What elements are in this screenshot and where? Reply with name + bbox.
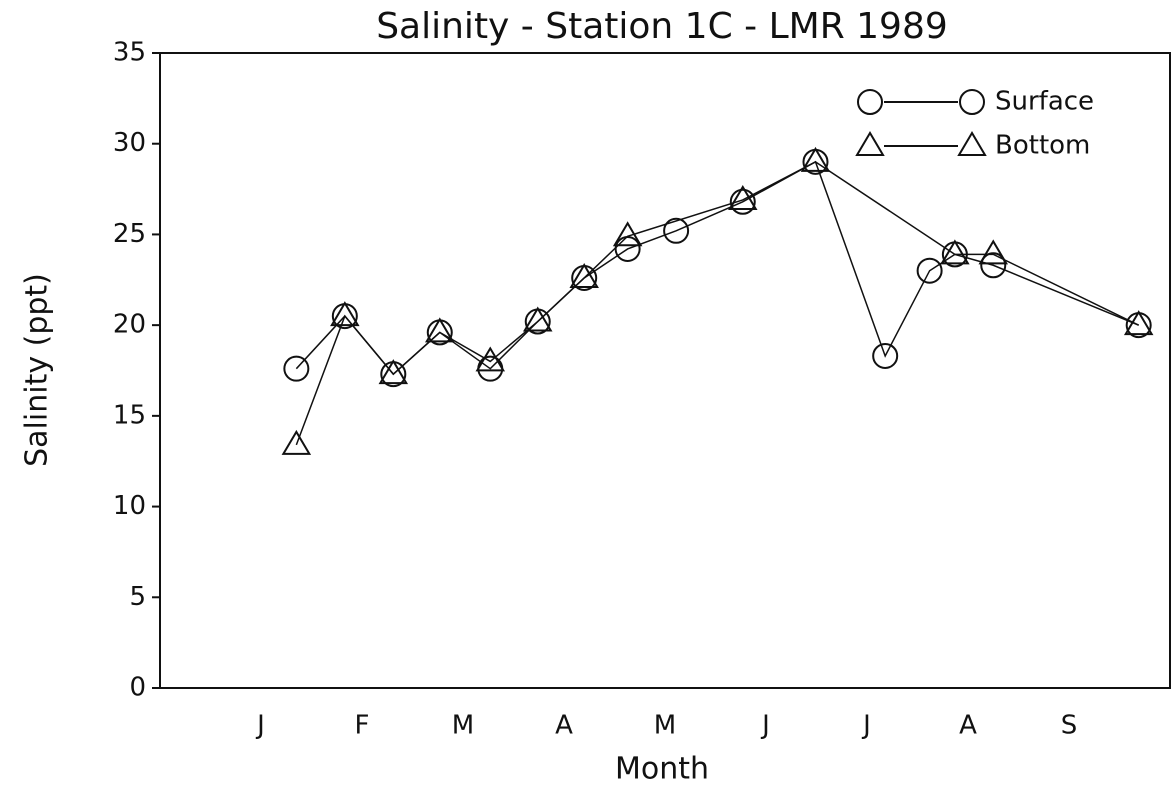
data-point	[940, 239, 970, 265]
data-point	[378, 359, 409, 385]
data-point	[800, 146, 831, 172]
x-tick-label: A	[959, 711, 977, 741]
data-point	[475, 346, 506, 372]
data-point	[872, 342, 899, 369]
legend-marker	[855, 131, 885, 156]
y-tick-label: 15	[113, 400, 146, 430]
x-tick-label: J	[255, 711, 265, 741]
legend-label: Surface	[995, 87, 1094, 117]
data-point	[978, 239, 1009, 265]
data-point	[522, 306, 553, 332]
x-axis-label: Month	[615, 752, 709, 787]
x-tick-label: M	[654, 711, 676, 741]
legend-marker	[959, 89, 985, 115]
data-point	[425, 317, 455, 343]
data-point	[330, 301, 360, 327]
y-axis-label: Salinity (ppt)	[20, 273, 55, 467]
data-point	[728, 184, 758, 210]
legend-marker	[857, 89, 883, 115]
legend-marker	[957, 131, 987, 156]
plot-frame	[159, 52, 1171, 689]
data-point	[1123, 310, 1154, 336]
data-point	[612, 221, 643, 247]
data-point	[729, 188, 756, 215]
series-line	[295, 160, 1140, 446]
data-point	[916, 257, 943, 284]
y-tick-label: 20	[113, 310, 146, 340]
y-tick-label: 5	[129, 582, 146, 612]
data-point	[980, 252, 1007, 279]
data-point	[569, 263, 599, 288]
data-point	[281, 429, 312, 455]
x-tick-label: A	[555, 711, 573, 741]
series-line	[295, 160, 1139, 376]
x-tick-label: J	[861, 711, 871, 741]
y-tick-label: 35	[113, 38, 146, 68]
legend-label: Bottom	[995, 131, 1090, 161]
y-tick-label: 25	[113, 219, 146, 249]
data-point	[663, 217, 690, 244]
x-tick-label: S	[1061, 711, 1078, 741]
y-tick-label: 10	[113, 491, 146, 521]
x-tick-label: M	[452, 711, 474, 741]
y-tick-label: 0	[129, 673, 146, 703]
x-tick-label: F	[355, 711, 370, 741]
chart-title: Salinity - Station 1C - LMR 1989	[376, 6, 948, 47]
data-point	[283, 355, 310, 382]
y-tick-label: 30	[113, 128, 146, 158]
x-tick-label: J	[760, 711, 770, 741]
